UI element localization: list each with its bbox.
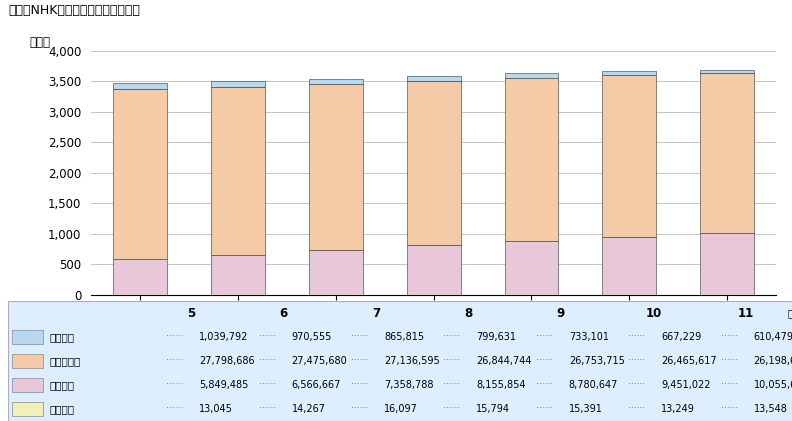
Text: 13,548: 13,548 — [754, 404, 787, 414]
Text: 799,631: 799,631 — [477, 332, 516, 342]
Text: 13,045: 13,045 — [199, 404, 233, 414]
Bar — [12, 354, 44, 368]
Text: ······: ······ — [166, 405, 184, 413]
Text: カラー契約: カラー契約 — [49, 356, 81, 366]
Text: 865,815: 865,815 — [384, 332, 425, 342]
Text: 7,358,788: 7,358,788 — [384, 380, 433, 390]
Bar — [505, 73, 558, 78]
Text: ······: ······ — [444, 381, 461, 389]
Text: 8,780,647: 8,780,647 — [569, 380, 619, 390]
Bar — [407, 81, 460, 245]
Bar — [113, 259, 167, 295]
Text: 6,566,667: 6,566,667 — [291, 380, 341, 390]
Bar — [211, 81, 265, 87]
Text: 5,849,485: 5,849,485 — [199, 380, 249, 390]
Bar — [12, 378, 44, 392]
Bar — [407, 245, 460, 295]
Text: 610,479: 610,479 — [754, 332, 792, 342]
Text: 10: 10 — [645, 306, 661, 320]
Bar — [603, 75, 657, 237]
Text: 8,155,854: 8,155,854 — [477, 380, 526, 390]
Text: 7: 7 — [372, 306, 380, 320]
Text: ······: ······ — [536, 381, 553, 389]
Text: 図表　NHKの放送受信契約数の推移: 図表 NHKの放送受信契約数の推移 — [8, 4, 140, 17]
Text: 26,198,692: 26,198,692 — [754, 356, 792, 366]
Text: 733,101: 733,101 — [569, 332, 609, 342]
Text: （万）: （万） — [29, 36, 51, 49]
Text: 6: 6 — [280, 306, 287, 320]
Bar — [700, 69, 754, 73]
Bar — [211, 87, 265, 255]
Bar — [700, 233, 754, 295]
Text: ······: ······ — [351, 357, 368, 365]
Text: ······: ······ — [444, 333, 461, 341]
Bar — [700, 73, 754, 233]
Text: 11: 11 — [737, 306, 754, 320]
Text: ······: ······ — [444, 405, 461, 413]
Text: 5: 5 — [187, 306, 196, 320]
Bar — [12, 330, 44, 344]
Text: 26,844,744: 26,844,744 — [477, 356, 532, 366]
Text: 970,555: 970,555 — [291, 332, 332, 342]
Text: 普通契約: 普通契約 — [49, 332, 74, 342]
Text: 特別契約: 特別契約 — [49, 404, 74, 414]
Text: 667,229: 667,229 — [661, 332, 702, 342]
Bar — [12, 402, 44, 416]
Text: ······: ······ — [444, 357, 461, 365]
Text: 10,055,635: 10,055,635 — [754, 380, 792, 390]
Text: ······: ······ — [721, 381, 738, 389]
Text: 衛星契約: 衛星契約 — [49, 380, 74, 390]
Text: ······: ······ — [721, 333, 738, 341]
Text: ······: ······ — [721, 357, 738, 365]
Text: ······: ······ — [259, 405, 276, 413]
Text: ······: ······ — [259, 357, 276, 365]
Text: 26,753,715: 26,753,715 — [569, 356, 625, 366]
Text: ······: ······ — [259, 333, 276, 341]
Bar — [113, 83, 167, 89]
Text: ······: ······ — [536, 357, 553, 365]
Text: 1,039,792: 1,039,792 — [199, 332, 249, 342]
Text: 14,267: 14,267 — [291, 404, 326, 414]
Bar — [407, 76, 460, 81]
Text: ······: ······ — [721, 405, 738, 413]
Bar — [505, 241, 558, 295]
Bar — [309, 84, 363, 250]
Text: ······: ······ — [166, 357, 184, 365]
Bar — [211, 255, 265, 295]
Text: （年度）: （年度） — [782, 314, 792, 324]
Text: ······: ······ — [351, 405, 368, 413]
Bar — [113, 89, 167, 259]
Text: （年度）: （年度） — [787, 308, 792, 318]
Text: ······: ······ — [628, 381, 645, 389]
Text: ······: ······ — [536, 405, 553, 413]
Text: 27,475,680: 27,475,680 — [291, 356, 348, 366]
Text: ······: ······ — [259, 381, 276, 389]
Text: 13,249: 13,249 — [661, 404, 695, 414]
Text: ······: ······ — [628, 405, 645, 413]
Bar — [603, 71, 657, 75]
Text: ······: ······ — [628, 333, 645, 341]
Text: 27,136,595: 27,136,595 — [384, 356, 440, 366]
Text: 9,451,022: 9,451,022 — [661, 380, 710, 390]
Bar — [309, 79, 363, 84]
Text: 15,391: 15,391 — [569, 404, 603, 414]
Bar — [505, 78, 558, 241]
Text: ······: ······ — [536, 333, 553, 341]
Text: ······: ······ — [351, 381, 368, 389]
Bar — [309, 250, 363, 295]
Text: ······: ······ — [166, 381, 184, 389]
Text: 27,798,686: 27,798,686 — [199, 356, 255, 366]
Text: ······: ······ — [166, 333, 184, 341]
Text: 16,097: 16,097 — [384, 404, 418, 414]
Text: ······: ······ — [351, 333, 368, 341]
Text: 9: 9 — [557, 306, 565, 320]
Text: 26,465,617: 26,465,617 — [661, 356, 717, 366]
Text: 15,794: 15,794 — [477, 404, 510, 414]
Text: 8: 8 — [464, 306, 473, 320]
Text: ······: ······ — [628, 357, 645, 365]
Bar — [603, 237, 657, 295]
